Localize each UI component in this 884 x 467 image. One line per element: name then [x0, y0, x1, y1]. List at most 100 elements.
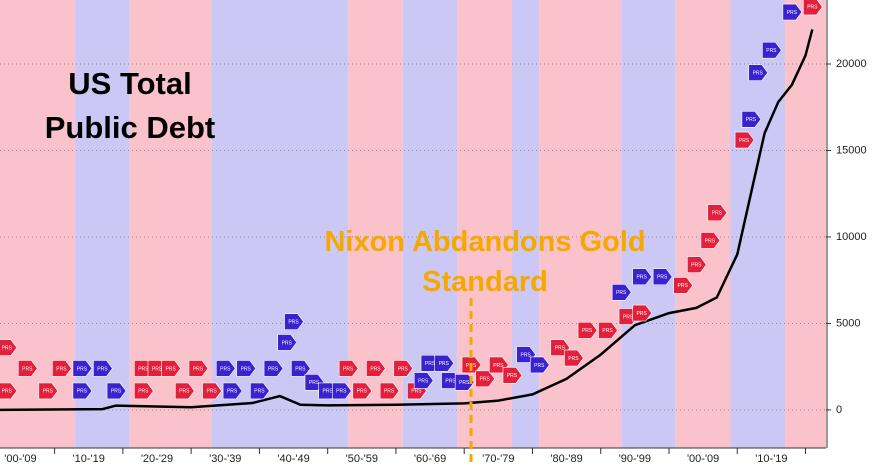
prs-marker: PRS	[0, 339, 18, 356]
marker-label: PRS	[398, 366, 409, 372]
prs-marker: PRS	[529, 356, 550, 374]
prs-marker: PRS	[202, 382, 222, 400]
marker-label: PRS	[227, 389, 238, 395]
marker-shape	[379, 382, 400, 400]
marker-shape	[762, 41, 782, 59]
marker-label: PRS	[309, 380, 320, 386]
prs-marker: PRS	[72, 360, 93, 377]
marker-shape	[236, 360, 257, 377]
marker-label: PRS	[323, 389, 334, 395]
marker-shape	[263, 360, 284, 377]
marker-label: PRS	[637, 311, 648, 317]
marker-shape	[748, 64, 769, 81]
marker-label: PRS	[746, 117, 757, 123]
marker-shape	[284, 313, 304, 331]
marker-label: PRS	[507, 373, 518, 379]
prs-marker: PRS	[734, 131, 755, 149]
marker-shape	[611, 284, 632, 301]
marker-label: PRS	[582, 328, 593, 334]
marker-label: PRS	[623, 314, 634, 320]
marker-label: PRS	[425, 361, 436, 367]
plot: PRS PRS PRS PRS PRS PRS PRS PRS PRS PRS PRS PRS PRS P…	[0, 0, 826, 448]
x-tick-label: '00-'09	[4, 453, 36, 465]
marker-shape	[352, 382, 373, 400]
marker-shape	[106, 382, 127, 400]
marker-shape	[250, 382, 270, 400]
x-tick-label: '20-'29	[141, 453, 173, 465]
prs-marker: PRS	[673, 277, 694, 294]
marker-shape	[686, 256, 707, 273]
prs-marker: PRS	[611, 284, 632, 301]
prs-marker: PRS	[434, 354, 455, 372]
marker-label: PRS	[616, 290, 627, 296]
marker-label: PRS	[691, 262, 702, 268]
prs-marker: PRS	[577, 322, 598, 339]
marker-shape	[332, 382, 352, 400]
party-band	[675, 0, 731, 448]
prs-marker: PRS	[250, 382, 270, 400]
marker-shape	[18, 360, 38, 377]
marker-label: PRS	[295, 366, 306, 372]
marker-label: PRS	[357, 389, 368, 395]
marker-label: PRS	[712, 211, 723, 217]
marker-label: PRS	[254, 389, 265, 395]
prs-marker: PRS	[284, 313, 304, 331]
marker-label: PRS	[152, 366, 163, 372]
y-tick-label: 15000	[836, 144, 867, 156]
prs-marker: PRS	[161, 360, 182, 377]
marker-shape	[502, 367, 523, 384]
marker-label: PRS	[705, 238, 716, 244]
marker-label: PRS	[220, 366, 231, 372]
prs-marker: PRS	[598, 322, 618, 339]
prs-marker: PRS	[38, 382, 59, 400]
marker-label: PRS	[411, 389, 422, 395]
marker-shape	[741, 111, 762, 128]
prs-marker: PRS	[134, 382, 154, 400]
x-tick-label: '70-'79	[482, 453, 514, 465]
annotation: Nixon Abdandons Gold Standard	[324, 226, 646, 298]
prs-marker: PRS	[741, 111, 762, 128]
prs-marker: PRS	[652, 268, 673, 286]
marker-shape	[52, 360, 72, 377]
marker-shape	[291, 360, 311, 377]
prs-marker: PRS	[93, 360, 113, 377]
y-tick-label: 0	[836, 404, 842, 416]
x-tick-label: '50-'59	[346, 453, 378, 465]
marker-label: PRS	[602, 328, 613, 334]
prs-marker: PRS	[222, 382, 243, 400]
prs-marker: PRS	[0, 382, 18, 400]
x-tick-label: '60-'69	[414, 453, 446, 465]
marker-shape	[0, 382, 18, 400]
marker-label: PRS	[43, 389, 54, 395]
prs-marker: PRS	[366, 360, 386, 377]
marker-label: PRS	[787, 10, 798, 16]
prs-marker: PRS	[106, 382, 127, 400]
prs-marker: PRS	[379, 382, 400, 400]
prs-marker: PRS	[762, 41, 782, 59]
prs-marker: PRS	[175, 382, 195, 400]
marker-label: PRS	[193, 366, 204, 372]
marker-label: PRS	[459, 380, 470, 386]
marker-label: PRS	[77, 389, 88, 395]
y-tick-label: 5000	[836, 317, 860, 329]
prs-marker: PRS	[52, 360, 72, 377]
prs-marker: PRS	[748, 64, 769, 81]
prs-marker: PRS	[413, 372, 434, 389]
marker-label: PRS	[370, 366, 381, 372]
prs-marker: PRS	[803, 0, 823, 16]
marker-shape	[393, 360, 414, 377]
marker-label: PRS	[241, 366, 252, 372]
marker-label: PRS	[111, 389, 122, 395]
marker-label: PRS	[268, 366, 279, 372]
marker-label: PRS	[753, 70, 764, 76]
marker-label: PRS	[2, 389, 13, 395]
prs-marker: PRS	[707, 204, 728, 222]
marker-label: PRS	[138, 366, 149, 372]
marker-shape	[277, 334, 298, 351]
marker-shape	[413, 372, 434, 389]
marker-shape	[700, 232, 721, 249]
marker-shape	[803, 0, 823, 16]
prs-marker: PRS	[564, 349, 584, 367]
marker-label: PRS	[282, 340, 293, 346]
